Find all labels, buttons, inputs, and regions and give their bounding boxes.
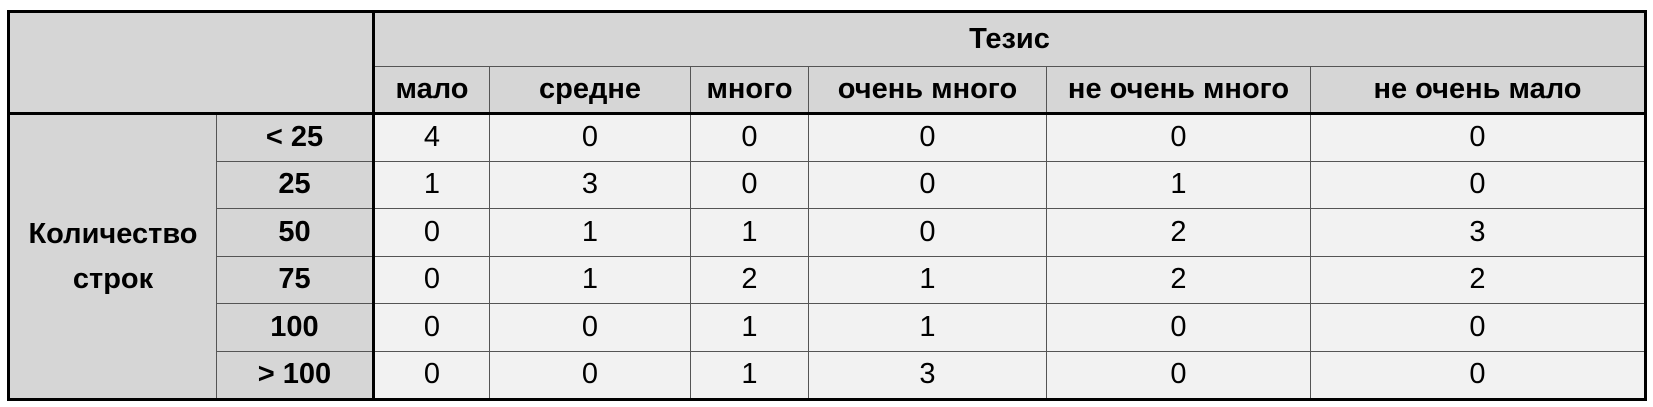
table-cell: 0 bbox=[372, 303, 490, 352]
table-cell: 2 bbox=[1046, 208, 1311, 257]
table-cell: 0 bbox=[372, 255, 490, 304]
crosstab-table: Тезис мало средне много очень много не о… bbox=[7, 10, 1647, 401]
table-row: 50 0 1 1 0 2 3 bbox=[10, 208, 1645, 257]
table-cell: 0 bbox=[1046, 303, 1311, 352]
table-cell: 0 bbox=[690, 160, 809, 209]
column-header: очень много bbox=[808, 66, 1047, 114]
table-cell: 4 bbox=[372, 112, 490, 162]
table-cell: 3 bbox=[1310, 208, 1645, 257]
table-cell: 1 bbox=[690, 303, 809, 352]
table-cell: 1 bbox=[489, 208, 691, 257]
table-cell: 1 bbox=[372, 160, 490, 209]
table-cell: 1 bbox=[808, 255, 1047, 304]
table-cell: 2 bbox=[1046, 255, 1311, 304]
row-group-header: Количество строк bbox=[9, 112, 217, 399]
table-cell: 0 bbox=[1046, 112, 1311, 162]
table-cell: 1 bbox=[690, 208, 809, 257]
column-header: много bbox=[690, 66, 809, 114]
table-row: 100 0 0 1 1 0 0 bbox=[10, 303, 1645, 352]
table-cell: 3 bbox=[808, 350, 1047, 399]
table-cell: 1 bbox=[1046, 160, 1311, 209]
column-header: не очень мало bbox=[1310, 66, 1645, 114]
table-cell: 0 bbox=[1310, 303, 1645, 352]
row-header: 50 bbox=[216, 208, 374, 257]
table-cell: 0 bbox=[489, 303, 691, 352]
table-cell: 1 bbox=[690, 350, 809, 399]
table-row: 75 0 1 2 1 2 2 bbox=[10, 255, 1645, 304]
column-group-header: Тезис bbox=[372, 12, 1645, 67]
row-header: 75 bbox=[216, 255, 374, 304]
table-cell: 0 bbox=[808, 160, 1047, 209]
row-header: > 100 bbox=[216, 350, 374, 399]
row-header: 25 bbox=[216, 160, 374, 209]
table-cell: 1 bbox=[489, 255, 691, 304]
table-cell: 3 bbox=[489, 160, 691, 209]
table-cell: 0 bbox=[489, 112, 691, 162]
table-cell: 0 bbox=[808, 208, 1047, 257]
column-header: не очень много bbox=[1046, 66, 1311, 114]
table-row: > 100 0 0 1 3 0 0 bbox=[10, 350, 1645, 399]
table-cell: 0 bbox=[372, 208, 490, 257]
table-cell: 2 bbox=[1310, 255, 1645, 304]
table-cell: 0 bbox=[1310, 350, 1645, 399]
row-group-label-line: Количество bbox=[28, 217, 198, 250]
table-cell: 1 bbox=[808, 303, 1047, 352]
table-cell: 0 bbox=[1046, 350, 1311, 399]
table-cell: 0 bbox=[489, 350, 691, 399]
table-row: Количество строк < 25 4 0 0 0 0 0 bbox=[9, 112, 1645, 399]
row-group-label-line: строк bbox=[72, 262, 154, 295]
row-header: < 25 bbox=[216, 112, 374, 162]
column-header: мало bbox=[372, 66, 490, 114]
table-cell: 0 bbox=[690, 112, 809, 162]
table-cell: 0 bbox=[808, 112, 1047, 162]
table-cell: 0 bbox=[1310, 112, 1645, 162]
corner-cell bbox=[9, 12, 374, 114]
column-header: средне bbox=[489, 66, 691, 114]
row-header: 100 bbox=[216, 303, 374, 352]
table-cell: 0 bbox=[372, 350, 490, 399]
table-cell: 0 bbox=[1310, 160, 1645, 209]
table-row: 25 1 3 0 0 1 0 bbox=[10, 160, 1645, 209]
table-cell: 2 bbox=[690, 255, 809, 304]
